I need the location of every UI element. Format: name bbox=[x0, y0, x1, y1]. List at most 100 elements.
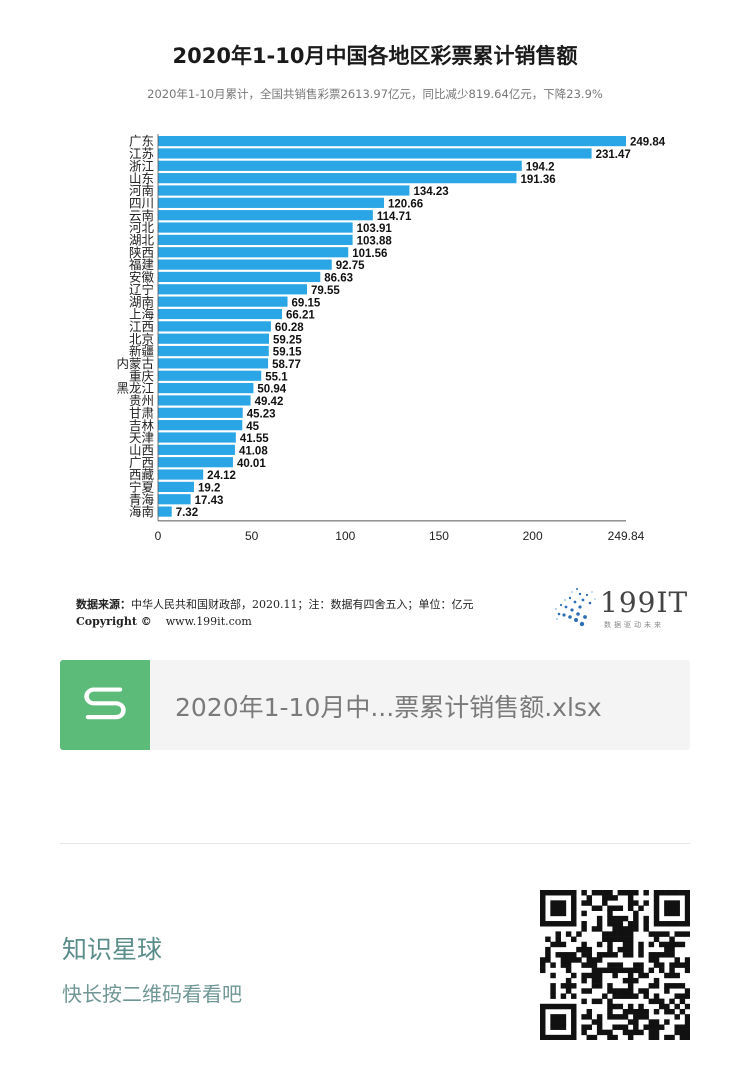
x-tick-label: 200 bbox=[523, 529, 543, 543]
value-label: 120.66 bbox=[388, 198, 423, 210]
value-label: 231.47 bbox=[596, 149, 631, 161]
category-label: 福建 bbox=[129, 257, 155, 272]
category-label: 湖北 bbox=[129, 233, 155, 248]
value-label: 17.43 bbox=[195, 495, 224, 507]
chart-title: 2020年1-10月中国各地区彩票累计销售额 bbox=[172, 44, 578, 68]
spreadsheet-s-icon bbox=[60, 660, 150, 750]
value-label: 66.21 bbox=[286, 310, 315, 322]
bar-江西 bbox=[158, 321, 271, 332]
category-label: 海南 bbox=[129, 504, 154, 519]
value-label: 45.23 bbox=[247, 408, 276, 420]
value-label: 7.32 bbox=[176, 507, 198, 519]
bar-浙江 bbox=[158, 160, 522, 171]
value-label: 19.2 bbox=[198, 483, 220, 495]
category-label: 四川 bbox=[129, 195, 154, 210]
value-label: 103.88 bbox=[357, 236, 393, 248]
bar-辽宁 bbox=[158, 284, 308, 295]
attachment-card[interactable]: 2020年1-10月中...票累计销售额.xlsx bbox=[60, 660, 690, 750]
bar-贵州 bbox=[158, 395, 251, 406]
bar-黑龙江 bbox=[158, 383, 254, 394]
bar-新疆 bbox=[158, 345, 269, 357]
category-label: 新疆 bbox=[129, 344, 154, 359]
bar-天津 bbox=[158, 432, 236, 443]
category-label: 江西 bbox=[129, 319, 154, 334]
value-label: 101.56 bbox=[352, 248, 387, 260]
bar-湖南 bbox=[158, 296, 288, 307]
bar-山西 bbox=[158, 444, 235, 455]
category-label: 贵州 bbox=[129, 393, 154, 408]
category-label: 江苏 bbox=[129, 146, 154, 161]
bar-广东 bbox=[158, 136, 626, 147]
brand-name: 199IT bbox=[600, 586, 689, 619]
bar-青海 bbox=[158, 494, 191, 505]
value-label: 103.91 bbox=[357, 223, 393, 235]
value-label: 40.01 bbox=[237, 458, 266, 470]
value-label: 50.94 bbox=[257, 384, 286, 396]
value-label: 86.63 bbox=[324, 273, 353, 285]
brand-slogan: 数据驱动未来 bbox=[604, 621, 664, 629]
category-label: 湖南 bbox=[129, 294, 154, 309]
bar-江苏 bbox=[158, 148, 592, 159]
bar-云南 bbox=[158, 210, 373, 221]
category-label: 河南 bbox=[129, 183, 154, 198]
copyright-text: Copyright © bbox=[76, 615, 152, 628]
bar-河南 bbox=[158, 185, 410, 196]
bar-海南 bbox=[158, 506, 172, 517]
category-label: 上海 bbox=[129, 307, 155, 322]
value-label: 41.08 bbox=[239, 445, 268, 457]
category-label: 北京 bbox=[129, 331, 154, 346]
value-label: 69.15 bbox=[292, 297, 321, 309]
value-label: 114.71 bbox=[377, 211, 412, 223]
source-text: 中华人民共和国财政部，2020.11；注：数据有四舍五入；单位：亿元 bbox=[131, 598, 474, 611]
category-label: 广东 bbox=[129, 134, 154, 149]
category-label: 云南 bbox=[129, 208, 154, 223]
category-label: 陕西 bbox=[129, 245, 154, 260]
bar-甘肃 bbox=[158, 407, 243, 418]
attachment-file-name: 2020年1-10月中...票累计销售额.xlsx bbox=[175, 693, 602, 722]
value-label: 41.55 bbox=[240, 433, 269, 445]
website-link[interactable]: www.199it.com bbox=[165, 615, 252, 628]
data-source-note: 数据来源：中华人民共和国财政部，2020.11；注：数据有四舍五入；单位：亿元 bbox=[76, 596, 474, 612]
value-label: 59.15 bbox=[273, 347, 302, 359]
value-label: 59.25 bbox=[273, 334, 302, 346]
bar-安徽 bbox=[158, 271, 321, 283]
value-label: 45 bbox=[246, 421, 259, 433]
bar-河北 bbox=[158, 222, 353, 233]
value-label: 49.42 bbox=[255, 396, 284, 408]
chart-subtitle: 2020年1-10月累计，全国共销售彩票2613.97亿元，同比减少819.64… bbox=[147, 87, 603, 101]
category-label: 浙江 bbox=[129, 158, 154, 173]
value-label: 194.2 bbox=[526, 161, 555, 173]
value-label: 60.28 bbox=[275, 322, 304, 334]
bar-陕西 bbox=[158, 247, 349, 258]
category-label: 河北 bbox=[129, 220, 155, 235]
category-label: 内蒙古 bbox=[116, 356, 154, 371]
category-label: 吉林 bbox=[129, 418, 155, 433]
x-tick-label: 50 bbox=[245, 529, 259, 543]
x-tick-label: 249.84 bbox=[608, 529, 645, 543]
bar-内蒙古 bbox=[158, 358, 269, 369]
bar-吉林 bbox=[158, 420, 243, 431]
bar-chart: 广东 249.84 江苏 231.47 浙江 194.2 山东 191.36 河南 134.23 四… bbox=[116, 134, 666, 543]
value-label: 55.1 bbox=[265, 371, 288, 383]
value-label: 134.23 bbox=[413, 186, 448, 198]
x-tick-label: 0 bbox=[155, 529, 162, 543]
category-label: 甘肃 bbox=[129, 405, 154, 420]
value-label: 79.55 bbox=[311, 285, 340, 297]
category-label: 安徽 bbox=[129, 270, 155, 285]
source-label: 数据来源： bbox=[76, 598, 131, 611]
value-label: 58.77 bbox=[272, 359, 301, 371]
qr-code-icon[interactable] bbox=[540, 890, 690, 1040]
copyright-line: Copyright © www.199it.com bbox=[76, 615, 252, 628]
bar-北京 bbox=[158, 333, 269, 344]
x-tick-label: 150 bbox=[429, 529, 449, 543]
category-label: 广西 bbox=[129, 455, 154, 470]
bar-广西 bbox=[158, 457, 233, 468]
category-label: 天津 bbox=[129, 430, 154, 445]
section-divider bbox=[60, 843, 690, 844]
bar-山东 bbox=[158, 173, 517, 184]
promo-title: 知识星球 bbox=[62, 935, 163, 964]
value-label: 24.12 bbox=[207, 470, 236, 482]
brand-logo: 199IT 数据驱动未来 bbox=[552, 584, 692, 632]
value-label: 249.84 bbox=[630, 137, 666, 149]
dandelion-dots-icon bbox=[555, 588, 596, 627]
